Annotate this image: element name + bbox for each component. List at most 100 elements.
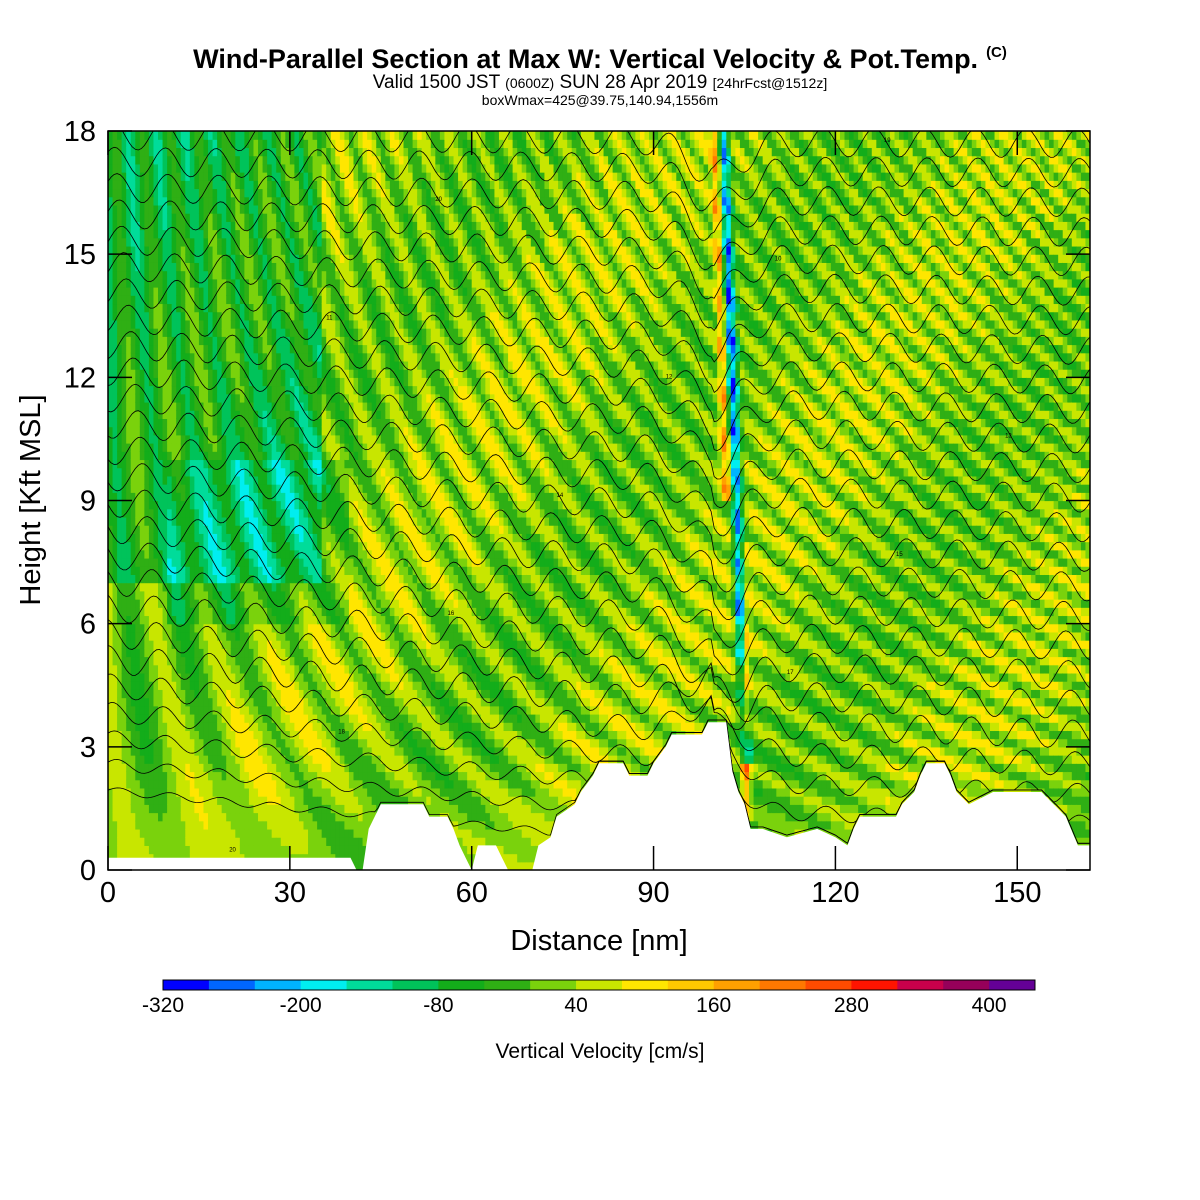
field-cell	[126, 648, 131, 657]
field-cell	[208, 312, 213, 321]
field-cell	[172, 353, 177, 362]
field-cell	[126, 295, 131, 304]
field-cell	[203, 533, 208, 542]
field-cell	[208, 730, 213, 739]
field-cell	[194, 476, 199, 485]
field-cell	[194, 164, 199, 173]
field-cell	[203, 213, 208, 222]
field-cell	[135, 238, 140, 247]
field-cell	[176, 246, 181, 255]
field-cell	[131, 361, 136, 370]
field-cell	[126, 336, 131, 345]
field-cell	[163, 156, 168, 165]
field-cell	[158, 131, 163, 140]
field-cell	[126, 550, 131, 559]
field-cell	[194, 796, 199, 805]
field-cell	[181, 747, 186, 756]
field-cell	[113, 648, 118, 657]
field-cell	[194, 295, 199, 304]
field-cell	[199, 648, 204, 657]
field-cell	[140, 279, 145, 288]
field-cell	[135, 525, 140, 534]
field-cell	[176, 632, 181, 641]
field-cell	[131, 837, 136, 846]
field-cell	[167, 739, 172, 748]
field-cell	[135, 681, 140, 690]
field-cell	[153, 369, 158, 378]
field-cell	[158, 542, 163, 551]
field-cell	[126, 624, 131, 633]
field-cell	[203, 287, 208, 296]
field-cell	[153, 230, 158, 239]
field-cell	[181, 722, 186, 731]
field-cell	[172, 295, 177, 304]
field-cell	[185, 451, 190, 460]
field-cell	[108, 845, 113, 854]
field-cell	[158, 188, 163, 197]
field-cell	[203, 459, 208, 468]
field-cell	[203, 558, 208, 567]
field-cell	[117, 640, 122, 649]
field-cell	[199, 739, 204, 748]
field-cell	[172, 402, 177, 411]
field-cell	[167, 418, 172, 427]
field-cell	[172, 722, 177, 731]
field-cell	[176, 295, 181, 304]
field-cell	[181, 312, 186, 321]
field-cell	[126, 607, 131, 616]
field-cell	[203, 813, 208, 822]
field-cell	[135, 205, 140, 214]
field-cell	[185, 607, 190, 616]
field-cell	[122, 796, 127, 805]
field-cell	[167, 336, 172, 345]
field-cell	[122, 459, 127, 468]
field-cell	[122, 558, 127, 567]
field-cell	[122, 344, 127, 353]
field-cell	[122, 377, 127, 386]
field-cell	[117, 665, 122, 674]
field-cell	[172, 640, 177, 649]
field-cell	[176, 221, 181, 230]
field-cell	[172, 566, 177, 575]
field-cell	[208, 796, 213, 805]
field-cell	[122, 673, 127, 682]
field-cell	[117, 205, 122, 214]
field-cell	[153, 147, 158, 156]
field-cell	[135, 468, 140, 477]
field-cell	[181, 213, 186, 222]
field-cell	[113, 386, 118, 395]
field-cell	[199, 147, 204, 156]
field-cell	[113, 501, 118, 510]
field-cell	[172, 574, 177, 583]
field-cell	[185, 131, 190, 140]
field-cell	[185, 673, 190, 682]
field-cell	[131, 542, 136, 551]
field-cell	[126, 459, 131, 468]
field-cell	[199, 205, 204, 214]
field-cell	[190, 558, 195, 567]
field-cell	[144, 648, 149, 657]
field-cell	[140, 525, 145, 534]
field-cell	[181, 492, 186, 501]
field-cell	[113, 238, 118, 247]
field-cell	[122, 238, 127, 247]
field-cell	[172, 312, 177, 321]
field-cell	[190, 213, 195, 222]
field-cell	[172, 698, 177, 707]
field-cell	[140, 468, 145, 477]
field-cell	[126, 657, 131, 666]
field-cell	[108, 583, 113, 592]
field-cell	[172, 648, 177, 657]
field-cell	[108, 607, 113, 616]
field-cell	[167, 246, 172, 255]
field-cell	[144, 706, 149, 715]
field-cell	[153, 624, 158, 633]
field-cell	[126, 262, 131, 271]
field-cell	[199, 821, 204, 830]
field-cell	[122, 574, 127, 583]
field-cell	[181, 821, 186, 830]
field-cell	[208, 443, 213, 452]
field-cell	[131, 813, 136, 822]
field-cell	[126, 542, 131, 551]
field-cell	[153, 755, 158, 764]
